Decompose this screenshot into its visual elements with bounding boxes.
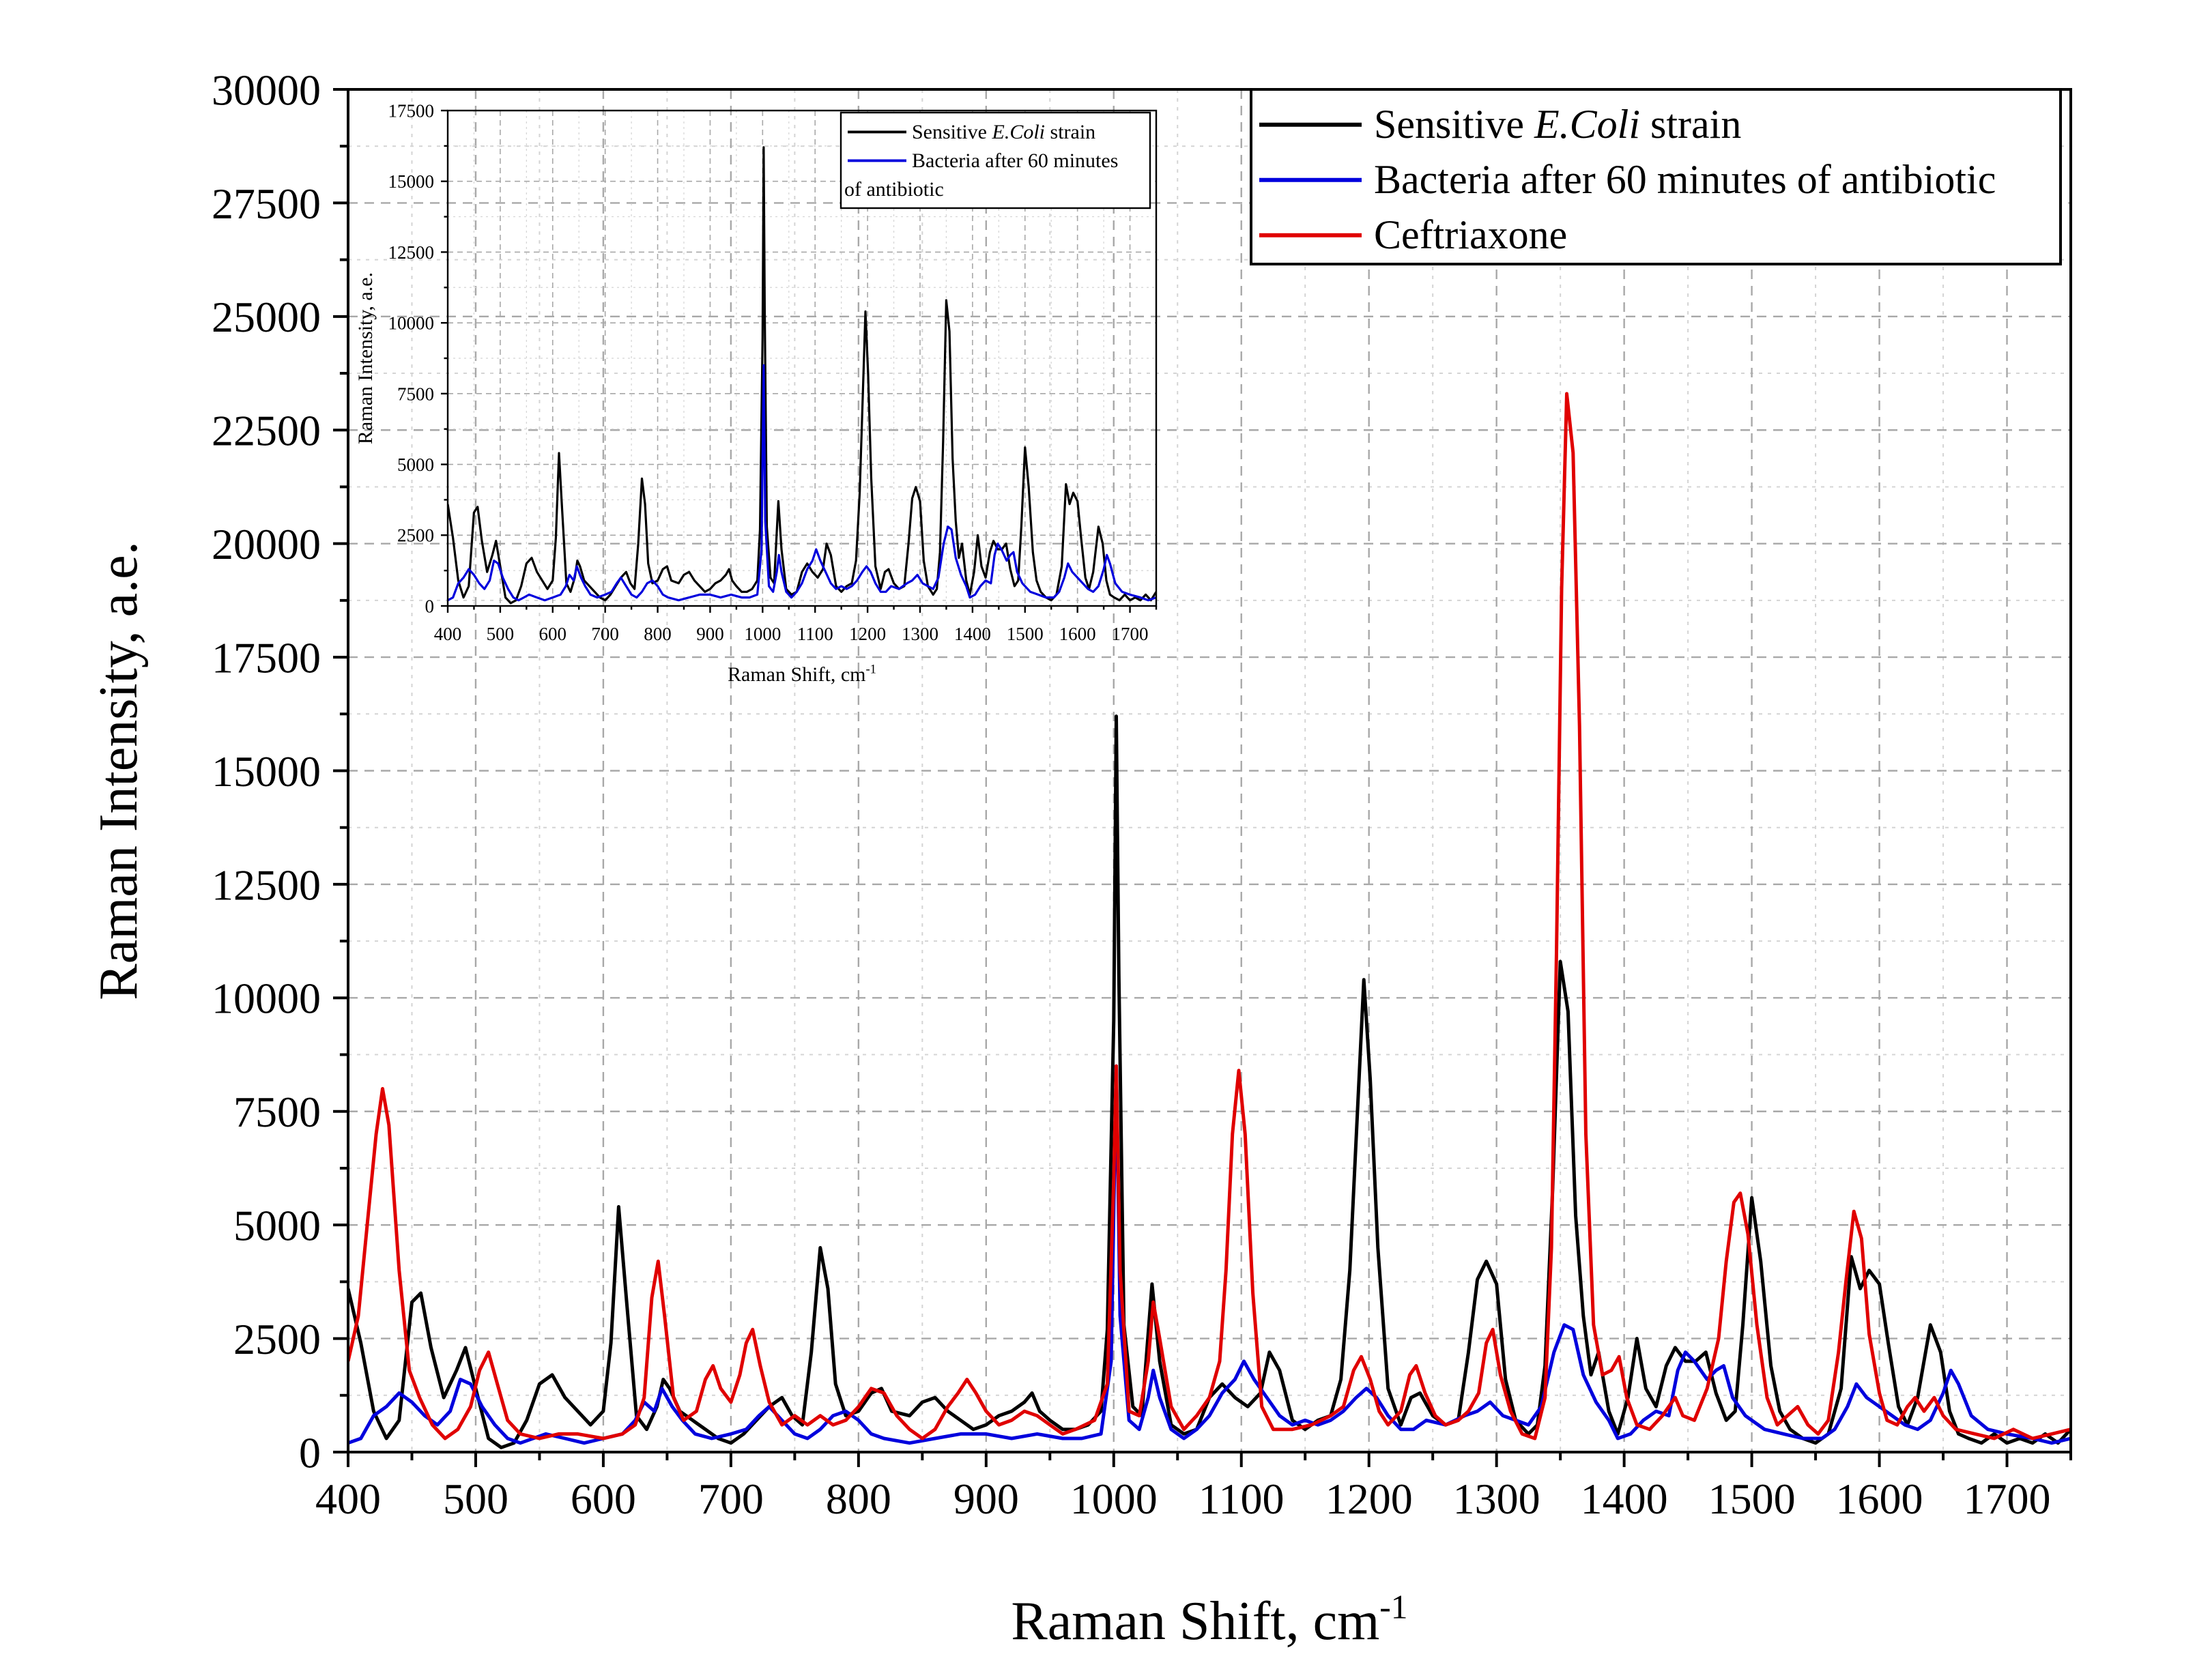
x-tick-label: 1000 (744, 624, 781, 644)
x-tick-label: 1200 (1325, 1475, 1413, 1523)
y-tick-label: 5000 (397, 454, 434, 475)
x-tick-label: 1500 (1007, 624, 1044, 644)
legend-label: Bacteria after 60 minutes of antibiotic (1374, 157, 1996, 202)
x-tick-label: 1100 (1199, 1475, 1285, 1523)
y-tick-label: 10000 (388, 313, 435, 334)
legend-entry: Ceftriaxone (1259, 212, 1567, 257)
x-tick-label: 1600 (1836, 1475, 1923, 1523)
y-tick-label: 12500 (212, 860, 321, 909)
y-tick-label: 0 (425, 596, 435, 616)
y-tick-label: 17500 (212, 633, 321, 682)
x-tick-label: 600 (539, 624, 567, 644)
x-tick-label: 1400 (954, 624, 991, 644)
x-tick-label: 1700 (1964, 1475, 2051, 1523)
y-tick-label: 10000 (212, 974, 321, 1023)
y-tick-label: 2500 (233, 1315, 321, 1363)
x-axis-label: Raman Shift, cm-1 (728, 663, 876, 686)
x-tick-label: 500 (487, 624, 515, 644)
legend: Sensitive E.Coli strain Bacteria after 60… (840, 111, 1151, 209)
grid (348, 89, 2071, 1452)
y-tick-label: 22500 (212, 407, 321, 455)
x-tick-label: 600 (571, 1475, 636, 1523)
legend-entry: Bacteria after 60 minutes of antibiotic (1259, 157, 1996, 202)
x-tick-label: 900 (696, 624, 724, 644)
y-tick-label: 0 (299, 1428, 321, 1477)
y-tick-label: 15000 (388, 171, 435, 192)
grid (448, 111, 1156, 606)
legend-label: Sensitive E.Coli strain (1374, 102, 1741, 147)
x-tick-label: 500 (443, 1475, 508, 1523)
x-tick-label: 1100 (797, 624, 833, 644)
x-tick-label: 1700 (1112, 624, 1149, 644)
y-tick-label: 15000 (212, 747, 321, 796)
legend-label: Ceftriaxone (1374, 212, 1567, 257)
x-tick-label: 1300 (1453, 1475, 1540, 1523)
legend-entry: Sensitive E.Coli strain (848, 121, 1095, 143)
x-tick-label: 700 (591, 624, 619, 644)
ticks: 400 500 600 700 800 900 1000 1100 1200 1300 1400 15… (212, 66, 2072, 1523)
legend-entry: Sensitive E.Coli strain (1259, 102, 1741, 147)
x-tick-label: 800 (826, 1475, 891, 1523)
x-axis-label: Raman Shift, cm-1 (1011, 1589, 1407, 1651)
legend-entry: Bacteria after 60 minutes of antibiotic (844, 149, 1118, 201)
y-tick-label: 27500 (212, 179, 321, 228)
x-tick-label: 800 (644, 624, 672, 644)
series-line (448, 364, 1156, 602)
legend: Sensitive E.Coli strain Bacteria after 60… (1250, 88, 2062, 265)
x-tick-label: 900 (953, 1475, 1019, 1523)
legend-label: of antibiotic (844, 178, 944, 201)
legend-label: Sensitive E.Coli strain (912, 121, 1095, 143)
x-tick-label: 400 (315, 1475, 381, 1523)
main-plot: 400 500 600 700 800 900 1000 1100 1200 1300 1400 15… (89, 66, 2072, 1651)
x-tick-label: 1600 (1059, 624, 1096, 644)
y-tick-label: 17500 (388, 100, 435, 121)
x-tick-label: 1300 (902, 624, 938, 644)
series-group (448, 146, 1156, 605)
legend-box (1250, 88, 2062, 265)
y-axis-label: Raman Intensity, a.e. (89, 541, 149, 1000)
x-tick-label: 1200 (849, 624, 886, 644)
y-tick-label: 20000 (212, 520, 321, 568)
y-tick-label: 25000 (212, 293, 321, 341)
y-tick-label: 7500 (233, 1088, 321, 1136)
y-tick-label: 12500 (388, 242, 435, 263)
inset-plot: 400 500 600 700 800 900 1000 1100 1200 1300 1400 15… (354, 100, 1158, 686)
x-tick-label: 700 (698, 1475, 764, 1523)
x-tick-label: 400 (434, 624, 462, 644)
series-group (348, 392, 2071, 1449)
y-tick-label: 5000 (233, 1202, 321, 1250)
y-tick-label: 7500 (397, 383, 434, 404)
y-axis-label: Raman Intensity, a.e. (354, 272, 377, 444)
x-tick-label: 1000 (1070, 1475, 1158, 1523)
y-tick-label: 30000 (212, 66, 321, 114)
ticks: 400 500 600 700 800 900 1000 1100 1200 1300 1400 15… (388, 100, 1158, 644)
series-line (348, 392, 2071, 1440)
x-tick-label: 1500 (1708, 1475, 1796, 1523)
legend-label: Bacteria after 60 minutes (912, 149, 1118, 172)
y-tick-label: 2500 (397, 525, 434, 546)
x-tick-label: 1400 (1581, 1475, 1668, 1523)
